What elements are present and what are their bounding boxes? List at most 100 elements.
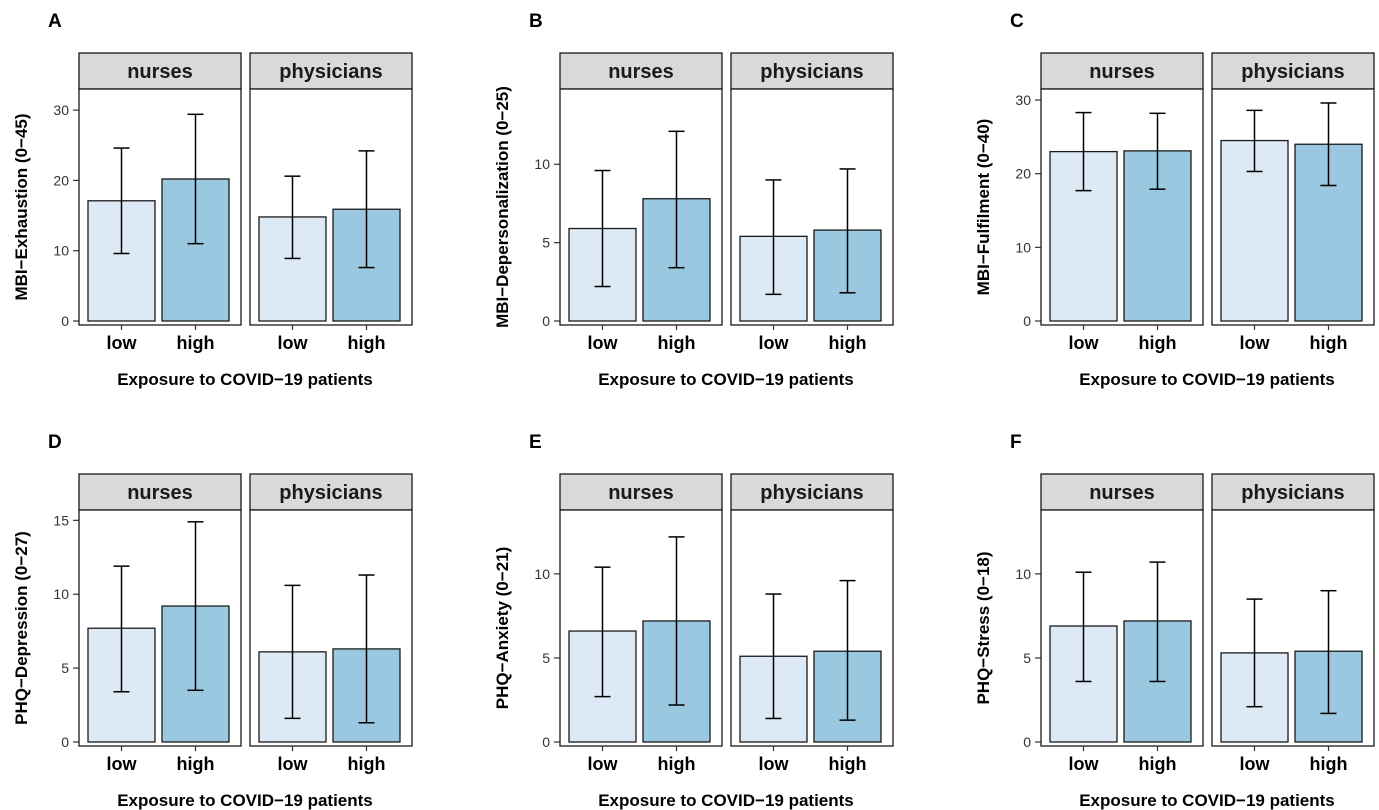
x-axis-label: Exposure to COVID−19 patients — [117, 370, 373, 389]
chart-panel: C MBI−Fulfilment (0−40) 0 10 20 30 nurses low hi… — [974, 11, 1375, 389]
facet-label: physicians — [1241, 482, 1344, 504]
y-tick-label: 0 — [542, 734, 550, 750]
panel-label: F — [1010, 432, 1022, 453]
x-tick-label: low — [107, 333, 138, 353]
chart-panel: B MBI−Depersonalization (0−25) 0 5 10 nurses l… — [493, 11, 894, 389]
y-tick-label: 0 — [61, 734, 69, 750]
y-axis-label: PHQ−Stress (0−18) — [974, 551, 993, 704]
x-tick-label: high — [1139, 754, 1177, 774]
y-tick-label: 5 — [1023, 650, 1031, 666]
facet-panel: nurses low high — [1040, 52, 1204, 353]
facet-label: nurses — [127, 61, 193, 83]
chart-panel: D PHQ−Depression (0−27) 0 5 10 15 nurses low hig… — [12, 432, 413, 810]
x-tick-label: high — [177, 333, 215, 353]
facet-panel: nurses low high — [78, 473, 242, 774]
facet-label: physicians — [1241, 61, 1344, 83]
x-axis-label: Exposure to COVID−19 patients — [117, 791, 373, 810]
x-tick-label: low — [1069, 754, 1100, 774]
y-tick-label: 10 — [1015, 566, 1031, 582]
y-tick-label: 10 — [53, 586, 69, 602]
facet-strip — [559, 52, 723, 90]
x-tick-label: low — [1240, 754, 1271, 774]
facet-label: nurses — [1089, 482, 1155, 504]
panel-label: A — [48, 11, 62, 32]
facet-panel: nurses low high — [559, 473, 723, 774]
x-tick-label: high — [1139, 333, 1177, 353]
facet-strip — [1211, 473, 1375, 511]
x-tick-label: low — [278, 754, 309, 774]
y-axis-label: MBI−Fulfilment (0−40) — [974, 119, 993, 296]
x-tick-label: low — [1069, 333, 1100, 353]
y-tick-label: 5 — [61, 660, 69, 676]
x-axis-label: Exposure to COVID−19 patients — [1079, 370, 1335, 389]
x-tick-label: high — [348, 754, 386, 774]
x-tick-label: low — [107, 754, 138, 774]
y-tick-label: 0 — [1023, 313, 1031, 329]
facet-panel: nurses low high — [1040, 473, 1204, 774]
y-tick-label: 10 — [534, 156, 550, 172]
y-tick-label: 10 — [534, 566, 550, 582]
facet-label: nurses — [1089, 61, 1155, 83]
bar — [1220, 139, 1289, 322]
facet-label: nurses — [608, 61, 674, 83]
facet-panel: nurses low high — [559, 52, 723, 353]
facet-strip — [730, 52, 894, 90]
y-tick-label: 5 — [542, 235, 550, 251]
facet-label: nurses — [608, 482, 674, 504]
facet-strip — [1040, 52, 1204, 90]
x-tick-label: high — [658, 754, 696, 774]
y-axis-label: MBI−Depersonalization (0−25) — [493, 86, 512, 328]
panel-label: D — [48, 432, 62, 453]
facet-panel: physicians low high — [1211, 473, 1375, 774]
y-tick-label: 0 — [1023, 734, 1031, 750]
x-tick-label: low — [759, 754, 790, 774]
y-axis-label: PHQ−Depression (0−27) — [12, 531, 31, 725]
facet-strip — [1040, 473, 1204, 511]
y-tick-label: 20 — [53, 172, 69, 188]
panel-label: B — [529, 11, 543, 32]
panel-label: C — [1010, 11, 1024, 32]
facet-panel: physicians low high — [730, 473, 894, 774]
bar — [161, 178, 230, 322]
x-tick-label: low — [278, 333, 309, 353]
x-tick-label: high — [348, 333, 386, 353]
facet-strip — [249, 473, 413, 511]
x-tick-label: high — [829, 333, 867, 353]
y-tick-label: 0 — [61, 313, 69, 329]
facet-panel: nurses low high — [78, 52, 242, 353]
facet-label: physicians — [760, 61, 863, 83]
facet-strip — [78, 52, 242, 90]
y-tick-label: 30 — [53, 102, 69, 118]
x-tick-label: low — [588, 754, 619, 774]
y-tick-label: 15 — [53, 512, 69, 528]
panel-label: E — [529, 432, 542, 453]
x-tick-label: high — [1310, 333, 1348, 353]
facet-label: nurses — [127, 482, 193, 504]
y-tick-label: 20 — [1015, 166, 1031, 182]
facet-panel: physicians low high — [249, 473, 413, 774]
x-tick-label: high — [658, 333, 696, 353]
facet-label: physicians — [760, 482, 863, 504]
x-tick-label: low — [1240, 333, 1271, 353]
x-tick-label: low — [759, 333, 790, 353]
y-tick-label: 10 — [53, 243, 69, 259]
x-tick-label: high — [1310, 754, 1348, 774]
y-tick-label: 10 — [1015, 239, 1031, 255]
facet-strip — [730, 473, 894, 511]
chart-panel: A MBI−Exhaustion (0−45) 0 10 20 30 nurses low hi… — [12, 11, 413, 389]
y-tick-label: 0 — [542, 313, 550, 329]
facet-panel: physicians low high — [1211, 52, 1375, 353]
facet-panel: physicians low high — [730, 52, 894, 353]
y-tick-label: 30 — [1015, 92, 1031, 108]
facet-label: physicians — [279, 61, 382, 83]
x-tick-label: high — [829, 754, 867, 774]
x-tick-label: low — [588, 333, 619, 353]
y-axis-label: PHQ−Anxiety (0−21) — [493, 547, 512, 710]
y-tick-label: 5 — [542, 650, 550, 666]
x-tick-label: high — [177, 754, 215, 774]
facet-label: physicians — [279, 482, 382, 504]
x-axis-label: Exposure to COVID−19 patients — [598, 791, 854, 810]
